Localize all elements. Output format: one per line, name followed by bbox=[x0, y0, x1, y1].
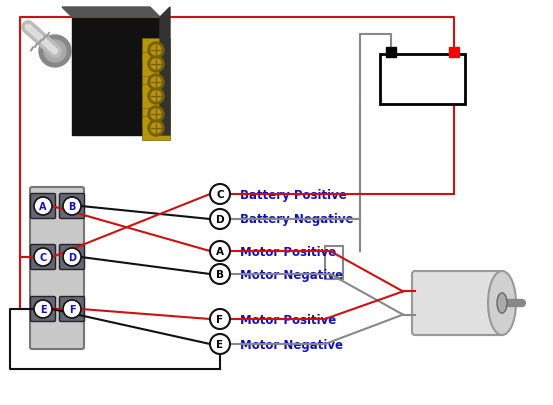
Text: F: F bbox=[216, 314, 223, 324]
Bar bbox=[386, 48, 396, 58]
Polygon shape bbox=[62, 8, 160, 18]
Bar bbox=[325, 246, 343, 279]
FancyBboxPatch shape bbox=[30, 245, 55, 270]
Circle shape bbox=[210, 241, 230, 261]
Circle shape bbox=[210, 334, 230, 354]
Ellipse shape bbox=[39, 36, 71, 68]
Circle shape bbox=[151, 78, 161, 88]
Circle shape bbox=[151, 46, 161, 56]
Circle shape bbox=[210, 309, 230, 329]
Text: A: A bbox=[39, 202, 47, 211]
Polygon shape bbox=[160, 8, 170, 136]
FancyBboxPatch shape bbox=[30, 188, 84, 349]
FancyBboxPatch shape bbox=[60, 194, 85, 219]
FancyBboxPatch shape bbox=[142, 117, 170, 141]
Circle shape bbox=[148, 75, 164, 91]
Circle shape bbox=[148, 107, 164, 123]
Text: Battery Negative: Battery Negative bbox=[240, 213, 353, 226]
Circle shape bbox=[151, 110, 161, 120]
FancyBboxPatch shape bbox=[72, 18, 160, 136]
Text: E: E bbox=[40, 304, 46, 314]
Text: D: D bbox=[68, 252, 76, 262]
Text: F: F bbox=[69, 304, 75, 314]
Text: Motor Positive: Motor Positive bbox=[240, 245, 336, 258]
Circle shape bbox=[34, 198, 52, 215]
Ellipse shape bbox=[497, 293, 507, 313]
FancyBboxPatch shape bbox=[142, 53, 170, 77]
Circle shape bbox=[151, 60, 161, 70]
Circle shape bbox=[34, 300, 52, 318]
Text: B: B bbox=[216, 269, 224, 279]
FancyBboxPatch shape bbox=[2, 2, 194, 157]
Circle shape bbox=[34, 248, 52, 266]
Circle shape bbox=[63, 198, 81, 215]
Circle shape bbox=[210, 264, 230, 284]
FancyBboxPatch shape bbox=[142, 85, 170, 109]
FancyBboxPatch shape bbox=[142, 103, 170, 127]
Text: D: D bbox=[216, 215, 225, 224]
Circle shape bbox=[151, 124, 161, 134]
FancyBboxPatch shape bbox=[142, 71, 170, 95]
FancyBboxPatch shape bbox=[30, 297, 55, 322]
FancyBboxPatch shape bbox=[60, 297, 85, 322]
Text: E: E bbox=[216, 339, 223, 349]
FancyBboxPatch shape bbox=[412, 271, 505, 335]
Ellipse shape bbox=[44, 41, 66, 63]
Circle shape bbox=[210, 209, 230, 230]
Text: Motor Positive: Motor Positive bbox=[240, 313, 336, 326]
Bar bbox=[449, 48, 459, 58]
Text: A: A bbox=[216, 246, 224, 256]
Ellipse shape bbox=[488, 271, 516, 335]
Text: C: C bbox=[216, 190, 224, 200]
Circle shape bbox=[63, 300, 81, 318]
Bar bbox=[380, 55, 465, 105]
Circle shape bbox=[151, 92, 161, 102]
FancyBboxPatch shape bbox=[60, 245, 85, 270]
Text: C: C bbox=[39, 252, 46, 262]
Text: B: B bbox=[69, 202, 76, 211]
Text: Battery Positive: Battery Positive bbox=[240, 188, 347, 201]
Circle shape bbox=[210, 185, 230, 205]
Circle shape bbox=[63, 248, 81, 266]
FancyBboxPatch shape bbox=[30, 194, 55, 219]
Text: Motor Negative: Motor Negative bbox=[240, 268, 343, 281]
Circle shape bbox=[148, 57, 164, 73]
Circle shape bbox=[148, 43, 164, 59]
Text: Motor Negative: Motor Negative bbox=[240, 338, 343, 351]
Circle shape bbox=[148, 89, 164, 105]
FancyBboxPatch shape bbox=[142, 39, 170, 63]
Circle shape bbox=[148, 121, 164, 136]
